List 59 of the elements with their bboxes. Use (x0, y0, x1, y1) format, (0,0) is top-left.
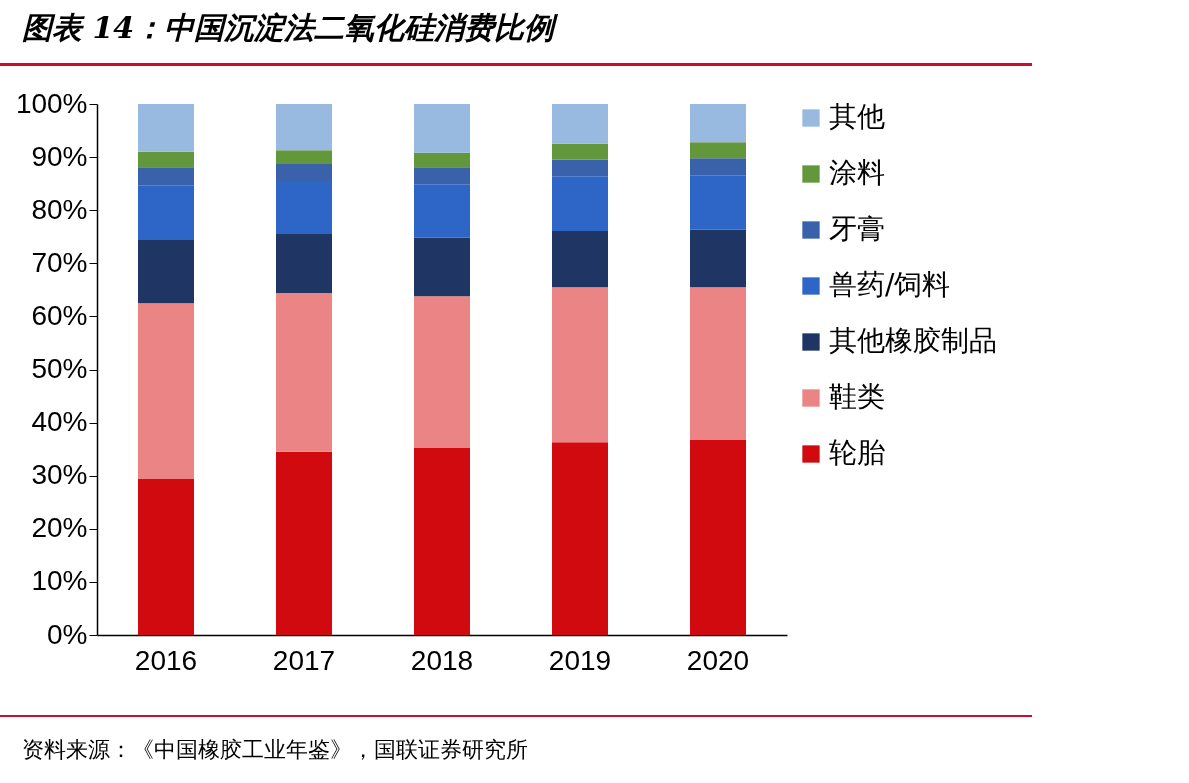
bar (138, 167, 194, 186)
bar (276, 234, 332, 294)
bar (138, 185, 194, 240)
bar (414, 448, 470, 635)
x-tick-label: 2016 (134, 644, 198, 676)
x-tick-label: 2018 (410, 644, 474, 676)
bar (552, 230, 608, 288)
text: 资料来源：《中国橡胶工业年鉴》，国联证券研究所 (22, 736, 528, 764)
legend-label: 兽药/饲料 (829, 268, 951, 301)
bar (690, 175, 746, 230)
legend-label: 其他 (829, 100, 885, 133)
bar (552, 143, 608, 160)
bar (690, 104, 746, 143)
bar (690, 440, 746, 635)
bar (138, 478, 194, 635)
y-tick-label: 70% (31, 246, 88, 278)
bar (552, 104, 608, 144)
y-tick-label: 50% (31, 353, 88, 384)
y-tick-label: 0% (47, 618, 88, 650)
y-tick-label: 60% (31, 299, 88, 331)
bar (690, 158, 746, 176)
x-tick-label: 2017 (272, 644, 336, 676)
x-tick-label: 2020 (686, 644, 750, 676)
bar (138, 104, 194, 152)
legend-label: 轮胎 (829, 436, 885, 469)
bar (138, 239, 194, 304)
bar (690, 287, 746, 441)
bar (552, 159, 608, 177)
bar (414, 296, 470, 449)
bar (414, 237, 470, 297)
bar (414, 152, 470, 168)
bar (552, 442, 608, 635)
bar (690, 229, 746, 288)
y-tick-label: 40% (31, 406, 88, 438)
bar (552, 287, 608, 443)
bar (138, 303, 194, 479)
bar (414, 104, 470, 153)
x-tick-label: 2019 (548, 644, 612, 676)
y-tick-label: 90% (31, 140, 88, 172)
bar (414, 167, 470, 185)
bar (276, 451, 332, 635)
legend-label: 鞋类 (829, 380, 885, 413)
bar (276, 181, 332, 235)
y-tick-label: 100% (15, 87, 88, 119)
bar (276, 104, 332, 151)
y-tick-label: 30% (31, 459, 88, 491)
legend-label: 牙膏 (829, 212, 885, 245)
bar (138, 151, 194, 168)
bar (414, 184, 470, 238)
bar (552, 176, 608, 231)
bar (276, 150, 332, 164)
bar (276, 293, 332, 452)
legend-label: 其他橡胶制品 (829, 324, 997, 357)
y-tick-label: 10% (31, 565, 88, 597)
y-tick-label: 20% (31, 512, 88, 544)
bar (690, 142, 746, 159)
y-tick-label: 80% (31, 193, 88, 225)
bar (276, 164, 332, 181)
legend-label: 涂料 (829, 156, 885, 189)
